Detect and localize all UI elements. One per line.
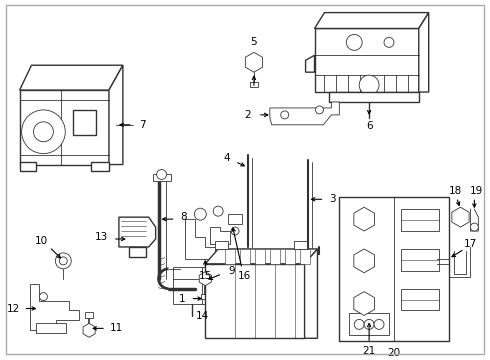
Polygon shape [329,92,419,102]
Text: 1: 1 [179,293,186,303]
Circle shape [59,257,67,265]
Polygon shape [20,90,109,165]
Circle shape [358,213,370,225]
Text: 13: 13 [95,232,108,242]
Polygon shape [305,249,318,338]
Polygon shape [255,249,265,264]
Circle shape [358,298,370,310]
Polygon shape [215,241,228,249]
Polygon shape [73,110,96,135]
Circle shape [359,75,379,95]
Polygon shape [245,52,263,72]
Circle shape [456,212,466,222]
Polygon shape [315,28,419,92]
Polygon shape [306,55,315,72]
Circle shape [249,57,259,67]
Text: 18: 18 [449,186,462,196]
Bar [401,209,439,231]
Polygon shape [109,65,123,165]
Bar [401,249,439,271]
Polygon shape [83,323,95,337]
Polygon shape [285,249,294,264]
Polygon shape [354,207,374,231]
Polygon shape [91,162,109,171]
Polygon shape [240,249,250,264]
Polygon shape [419,13,429,92]
Bar [201,294,209,298]
Polygon shape [153,175,171,181]
Polygon shape [210,227,230,244]
Polygon shape [172,267,232,303]
Circle shape [231,227,239,235]
Text: 20: 20 [388,348,400,358]
Circle shape [33,122,53,142]
Polygon shape [205,249,318,264]
Polygon shape [225,249,235,264]
Circle shape [384,37,394,48]
Bar [85,312,93,319]
Polygon shape [228,214,242,224]
Text: 4: 4 [224,153,230,163]
Polygon shape [20,162,36,171]
Circle shape [374,319,384,329]
Polygon shape [270,249,280,264]
Polygon shape [119,217,156,247]
Text: 14: 14 [196,311,209,321]
Polygon shape [36,323,66,333]
Text: 21: 21 [363,346,376,356]
Polygon shape [294,241,307,249]
Polygon shape [354,249,374,273]
Polygon shape [199,272,211,286]
Circle shape [470,223,478,231]
Circle shape [55,253,71,269]
Polygon shape [129,247,146,257]
Polygon shape [299,249,310,264]
Text: 10: 10 [35,236,48,246]
Polygon shape [270,102,340,125]
Circle shape [316,106,323,114]
Text: 3: 3 [329,194,336,204]
Text: 16: 16 [237,271,250,281]
Circle shape [364,319,374,329]
Polygon shape [29,284,79,330]
Polygon shape [452,207,469,227]
Bar [401,289,439,310]
Circle shape [281,111,289,119]
Text: 17: 17 [464,239,477,249]
Text: 7: 7 [140,120,146,130]
Bar [340,197,448,341]
Polygon shape [20,65,123,90]
Circle shape [195,208,206,220]
Circle shape [22,110,65,154]
Bar [250,82,258,87]
Text: 6: 6 [366,121,372,131]
Text: 11: 11 [110,323,123,333]
Circle shape [346,35,362,50]
Circle shape [358,255,370,267]
Text: 12: 12 [7,303,20,314]
Text: 15: 15 [198,271,212,281]
Polygon shape [354,292,374,315]
Text: 9: 9 [229,266,235,276]
Bar [349,314,389,335]
Polygon shape [205,264,305,338]
Circle shape [157,170,167,179]
Polygon shape [185,219,215,259]
Circle shape [40,293,48,301]
Circle shape [354,319,364,329]
Text: 2: 2 [245,110,251,120]
Polygon shape [315,13,429,28]
Circle shape [213,206,223,216]
Text: 8: 8 [180,212,187,222]
Text: 5: 5 [250,37,257,48]
Text: 19: 19 [470,186,483,196]
